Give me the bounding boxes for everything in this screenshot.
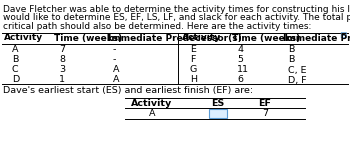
Text: B: B [12, 56, 18, 65]
Text: EF: EF [259, 98, 272, 107]
Text: C: C [12, 66, 19, 75]
Text: Activity: Activity [131, 98, 173, 107]
Text: Dave's earliest start (ES) and earliest finish (EF) are:: Dave's earliest start (ES) and earliest … [3, 87, 253, 96]
Text: Time (weeks): Time (weeks) [232, 33, 300, 42]
Text: ES: ES [211, 98, 225, 107]
Text: C, E: C, E [288, 66, 307, 75]
Text: F: F [190, 56, 195, 65]
Text: Activity: Activity [4, 33, 43, 42]
Text: 5: 5 [237, 56, 243, 65]
Text: Time (weeks): Time (weeks) [54, 33, 122, 42]
Text: ⊟: ⊟ [339, 31, 347, 40]
Text: A: A [12, 46, 19, 55]
Text: A: A [113, 66, 119, 75]
Text: E: E [190, 46, 196, 55]
Text: -: - [113, 46, 116, 55]
Text: Activity: Activity [182, 33, 221, 42]
FancyBboxPatch shape [209, 108, 227, 117]
Text: critical path should also be determined. Here are the activity times:: critical path should also be determined.… [3, 22, 312, 31]
Text: D, F: D, F [288, 76, 307, 85]
Text: 7: 7 [59, 46, 65, 55]
Text: Immediate Predecessor(s): Immediate Predecessor(s) [108, 33, 242, 42]
Text: would like to determine ES, EF, LS, LF, and slack for each activity. The total p: would like to determine ES, EF, LS, LF, … [3, 13, 350, 22]
Text: H: H [190, 76, 197, 85]
Text: 4: 4 [237, 46, 243, 55]
Text: G: G [190, 66, 197, 75]
Text: 11: 11 [237, 66, 249, 75]
Text: 3: 3 [59, 66, 65, 75]
Text: D: D [12, 76, 19, 85]
Text: 6: 6 [237, 76, 243, 85]
Text: A: A [149, 109, 155, 118]
Text: -: - [113, 56, 116, 65]
Text: Dave Fletcher was able to determine the activity times for constructing his lase: Dave Fletcher was able to determine the … [3, 5, 350, 14]
Text: B: B [288, 46, 294, 55]
Text: 1: 1 [59, 76, 65, 85]
Text: A: A [113, 76, 119, 85]
Text: Immediate Predecessor(s): Immediate Predecessor(s) [283, 33, 350, 42]
Text: 7: 7 [262, 109, 268, 118]
Text: B: B [288, 56, 294, 65]
Text: 8: 8 [59, 56, 65, 65]
